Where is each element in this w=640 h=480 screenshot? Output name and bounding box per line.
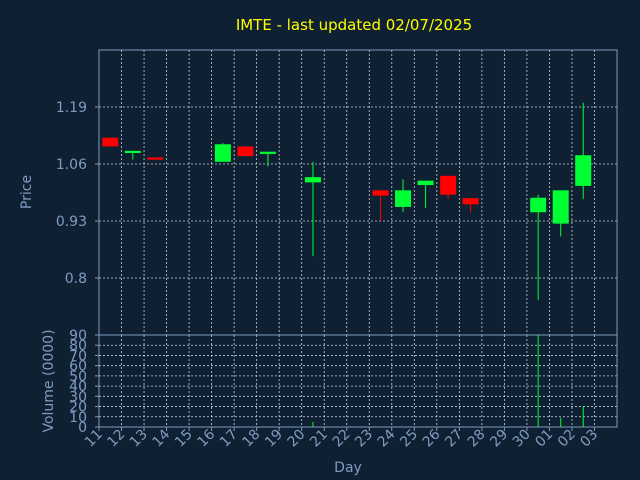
candle-body	[530, 197, 547, 213]
volume-tick-label: 20	[69, 400, 87, 416]
price-tick-label: 0.93	[56, 214, 87, 230]
price-tick-label: 0.8	[65, 271, 87, 287]
candle-body	[395, 190, 412, 207]
day-tick-label: 15	[172, 427, 196, 451]
day-tick-label: 14	[149, 426, 173, 450]
day-tick-label: 02	[555, 427, 579, 451]
candle-body	[102, 137, 119, 147]
day-tick-label: 26	[420, 426, 444, 450]
candle-body	[124, 150, 141, 154]
day-axis-label: Day	[334, 460, 362, 476]
volume-tick-label: 60	[69, 359, 87, 375]
candle-body	[259, 151, 276, 154]
day-tick-label: 19	[262, 427, 286, 451]
volume-frame	[98, 334, 618, 428]
day-tick-label: 25	[397, 427, 421, 451]
chart-title: IMTE - last updated 02/07/2025	[236, 16, 472, 34]
volume-tick-label: 80	[69, 338, 87, 354]
day-tick-label: 30	[510, 427, 534, 451]
day-tick-label: 24	[375, 426, 399, 450]
candle-body	[417, 180, 434, 186]
price-tick-label: 1.06	[56, 157, 87, 173]
price-frame	[98, 49, 618, 336]
volume-tick-label: 10	[69, 410, 87, 426]
day-tick-label: 27	[442, 427, 466, 451]
volume-tick-label: 50	[69, 369, 87, 385]
volume-tick-label: 30	[69, 389, 87, 405]
day-tick-label: 16	[195, 426, 219, 450]
day-tick-label: 13	[127, 427, 151, 451]
volume-tick-label: 0	[78, 420, 87, 436]
candle-body	[237, 146, 254, 157]
candle-body	[440, 175, 457, 195]
candle-body	[575, 155, 592, 186]
volume-tick-label: 40	[69, 379, 87, 395]
price-axis-label: Price	[19, 175, 35, 209]
day-tick-label: 21	[307, 427, 331, 451]
day-axis: 1112131415161718192021222324252627282930…	[82, 426, 601, 450]
day-tick-label: 03	[577, 427, 601, 451]
day-tick-label: 18	[240, 427, 264, 451]
day-tick-label: 23	[352, 427, 376, 451]
volume-tick-label: 70	[69, 348, 87, 364]
candle-body	[552, 190, 569, 224]
volume-axis-label: Volume (0000)	[41, 329, 57, 432]
candle-body	[462, 198, 479, 205]
candle-body	[147, 157, 164, 160]
day-tick-label: 12	[104, 427, 128, 451]
volume-tick-label: 90	[69, 328, 87, 344]
day-tick-label: 17	[217, 427, 241, 451]
candle-body	[304, 177, 321, 183]
price-tick-label: 1.19	[56, 100, 87, 116]
price-panel: 0.8 0.93 1.06 1.19	[56, 49, 618, 336]
candle-body	[372, 190, 389, 196]
day-tick-label: 20	[285, 427, 309, 451]
day-tick-label: 01	[532, 427, 556, 451]
day-tick-label: 29	[487, 427, 511, 451]
day-tick-label: 28	[465, 427, 489, 451]
day-tick-label: 22	[330, 427, 354, 451]
candle-body	[214, 144, 231, 162]
